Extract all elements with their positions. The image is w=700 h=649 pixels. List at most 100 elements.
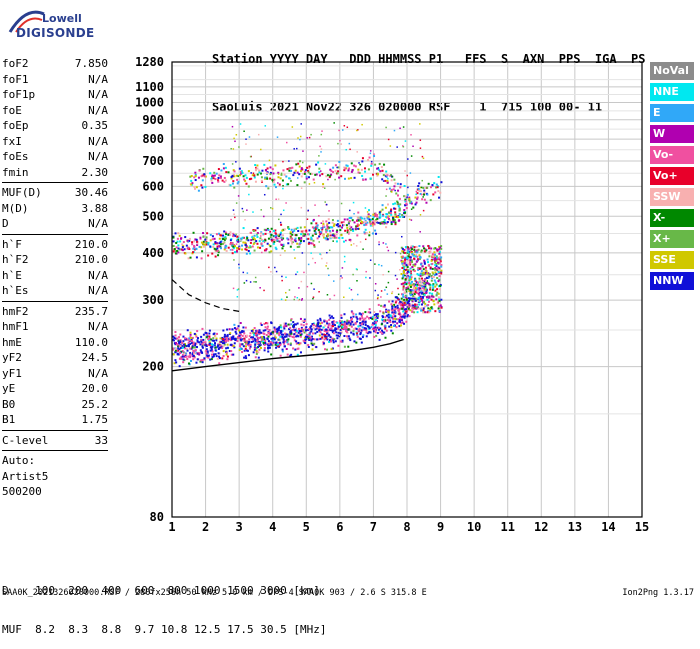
echo-point <box>416 196 419 199</box>
echo-point <box>420 303 423 306</box>
echo-point <box>352 201 355 204</box>
echo-point <box>247 185 250 188</box>
echo-point <box>326 174 329 177</box>
echo-point <box>271 207 274 210</box>
echo-point <box>268 344 271 347</box>
echo-point <box>317 323 320 326</box>
echo-point <box>225 338 228 341</box>
echo-point <box>280 333 283 336</box>
echo-point <box>397 216 400 219</box>
echo-point <box>225 336 228 339</box>
echo-point <box>365 270 367 273</box>
echo-point <box>219 337 222 340</box>
echo-point <box>303 318 306 321</box>
echo-point <box>428 264 431 267</box>
echo-point <box>370 164 373 167</box>
echo-point <box>350 244 353 246</box>
echo-point <box>411 303 414 306</box>
echo-point <box>378 338 381 341</box>
echo-point <box>298 287 300 289</box>
echo-point <box>204 341 207 344</box>
echo-point <box>377 326 380 329</box>
echo-point <box>440 272 443 275</box>
echo-point <box>231 252 234 255</box>
echo-point <box>223 237 226 240</box>
echo-point <box>292 321 295 324</box>
x-tick-label: 2 <box>202 520 209 534</box>
echo-point <box>433 274 436 277</box>
echo-point <box>414 290 417 293</box>
echo-point <box>179 340 182 343</box>
echo-point <box>341 267 344 269</box>
echo-point <box>280 172 283 175</box>
echo-point <box>175 250 178 253</box>
param-name: yF1 <box>2 366 22 380</box>
echo-point <box>258 340 261 343</box>
echo-point <box>409 264 412 266</box>
echo-point <box>340 234 343 237</box>
echo-point <box>283 322 286 325</box>
echo-point <box>250 231 253 234</box>
echo-point <box>256 242 259 245</box>
echo-point <box>310 330 313 333</box>
echo-point <box>233 213 235 215</box>
echo-point <box>233 170 236 173</box>
echo-point <box>190 359 193 362</box>
echo-point <box>419 267 422 270</box>
echo-point <box>295 227 298 230</box>
echo-point <box>432 272 435 275</box>
echo-point <box>177 349 180 352</box>
echo-point <box>329 168 332 171</box>
y-tick-label: 500 <box>142 209 164 223</box>
echo-point <box>424 305 427 308</box>
echo-point <box>410 202 413 205</box>
echo-point <box>178 234 181 237</box>
echo-point <box>186 347 189 350</box>
echo-point <box>404 295 407 298</box>
echo-point <box>222 163 225 166</box>
echo-point <box>269 171 272 174</box>
echo-point <box>397 293 400 296</box>
echo-point <box>200 350 203 353</box>
echo-point <box>270 227 273 230</box>
echo-point <box>207 254 210 257</box>
echo-point <box>269 166 272 169</box>
echo-point <box>302 320 305 323</box>
echo-point <box>404 246 407 249</box>
echo-point <box>306 233 309 236</box>
echo-point <box>397 219 400 222</box>
echo-point <box>422 311 425 314</box>
echo-point <box>326 348 329 351</box>
echo-point <box>306 335 309 338</box>
y-tick-label: 300 <box>142 293 164 307</box>
echo-point <box>419 123 421 125</box>
echo-point <box>193 185 196 188</box>
echo-point <box>243 282 246 284</box>
echo-point <box>360 341 363 344</box>
echo-point <box>341 277 343 279</box>
param-row: foF2 7.850 <box>2 56 108 72</box>
echo-point <box>328 249 331 252</box>
echo-point <box>271 168 274 171</box>
echo-point <box>387 313 390 316</box>
echo-point <box>401 277 404 280</box>
echo-point <box>221 340 224 343</box>
echo-point <box>374 212 377 215</box>
echo-point <box>174 347 177 350</box>
echo-point <box>178 352 181 355</box>
echo-point <box>363 167 366 170</box>
echo-point <box>420 307 423 310</box>
echo-point <box>356 333 359 336</box>
echo-point <box>268 329 271 332</box>
echo-point <box>424 285 427 288</box>
echo-point <box>423 193 426 196</box>
echo-point <box>340 226 343 229</box>
echo-point <box>422 196 424 198</box>
echo-point <box>236 246 239 249</box>
echo-point <box>369 317 372 320</box>
echo-point <box>212 339 215 342</box>
echo-point <box>410 201 413 203</box>
echo-point <box>301 161 304 164</box>
echo-point <box>343 125 346 127</box>
echo-point <box>212 355 215 358</box>
